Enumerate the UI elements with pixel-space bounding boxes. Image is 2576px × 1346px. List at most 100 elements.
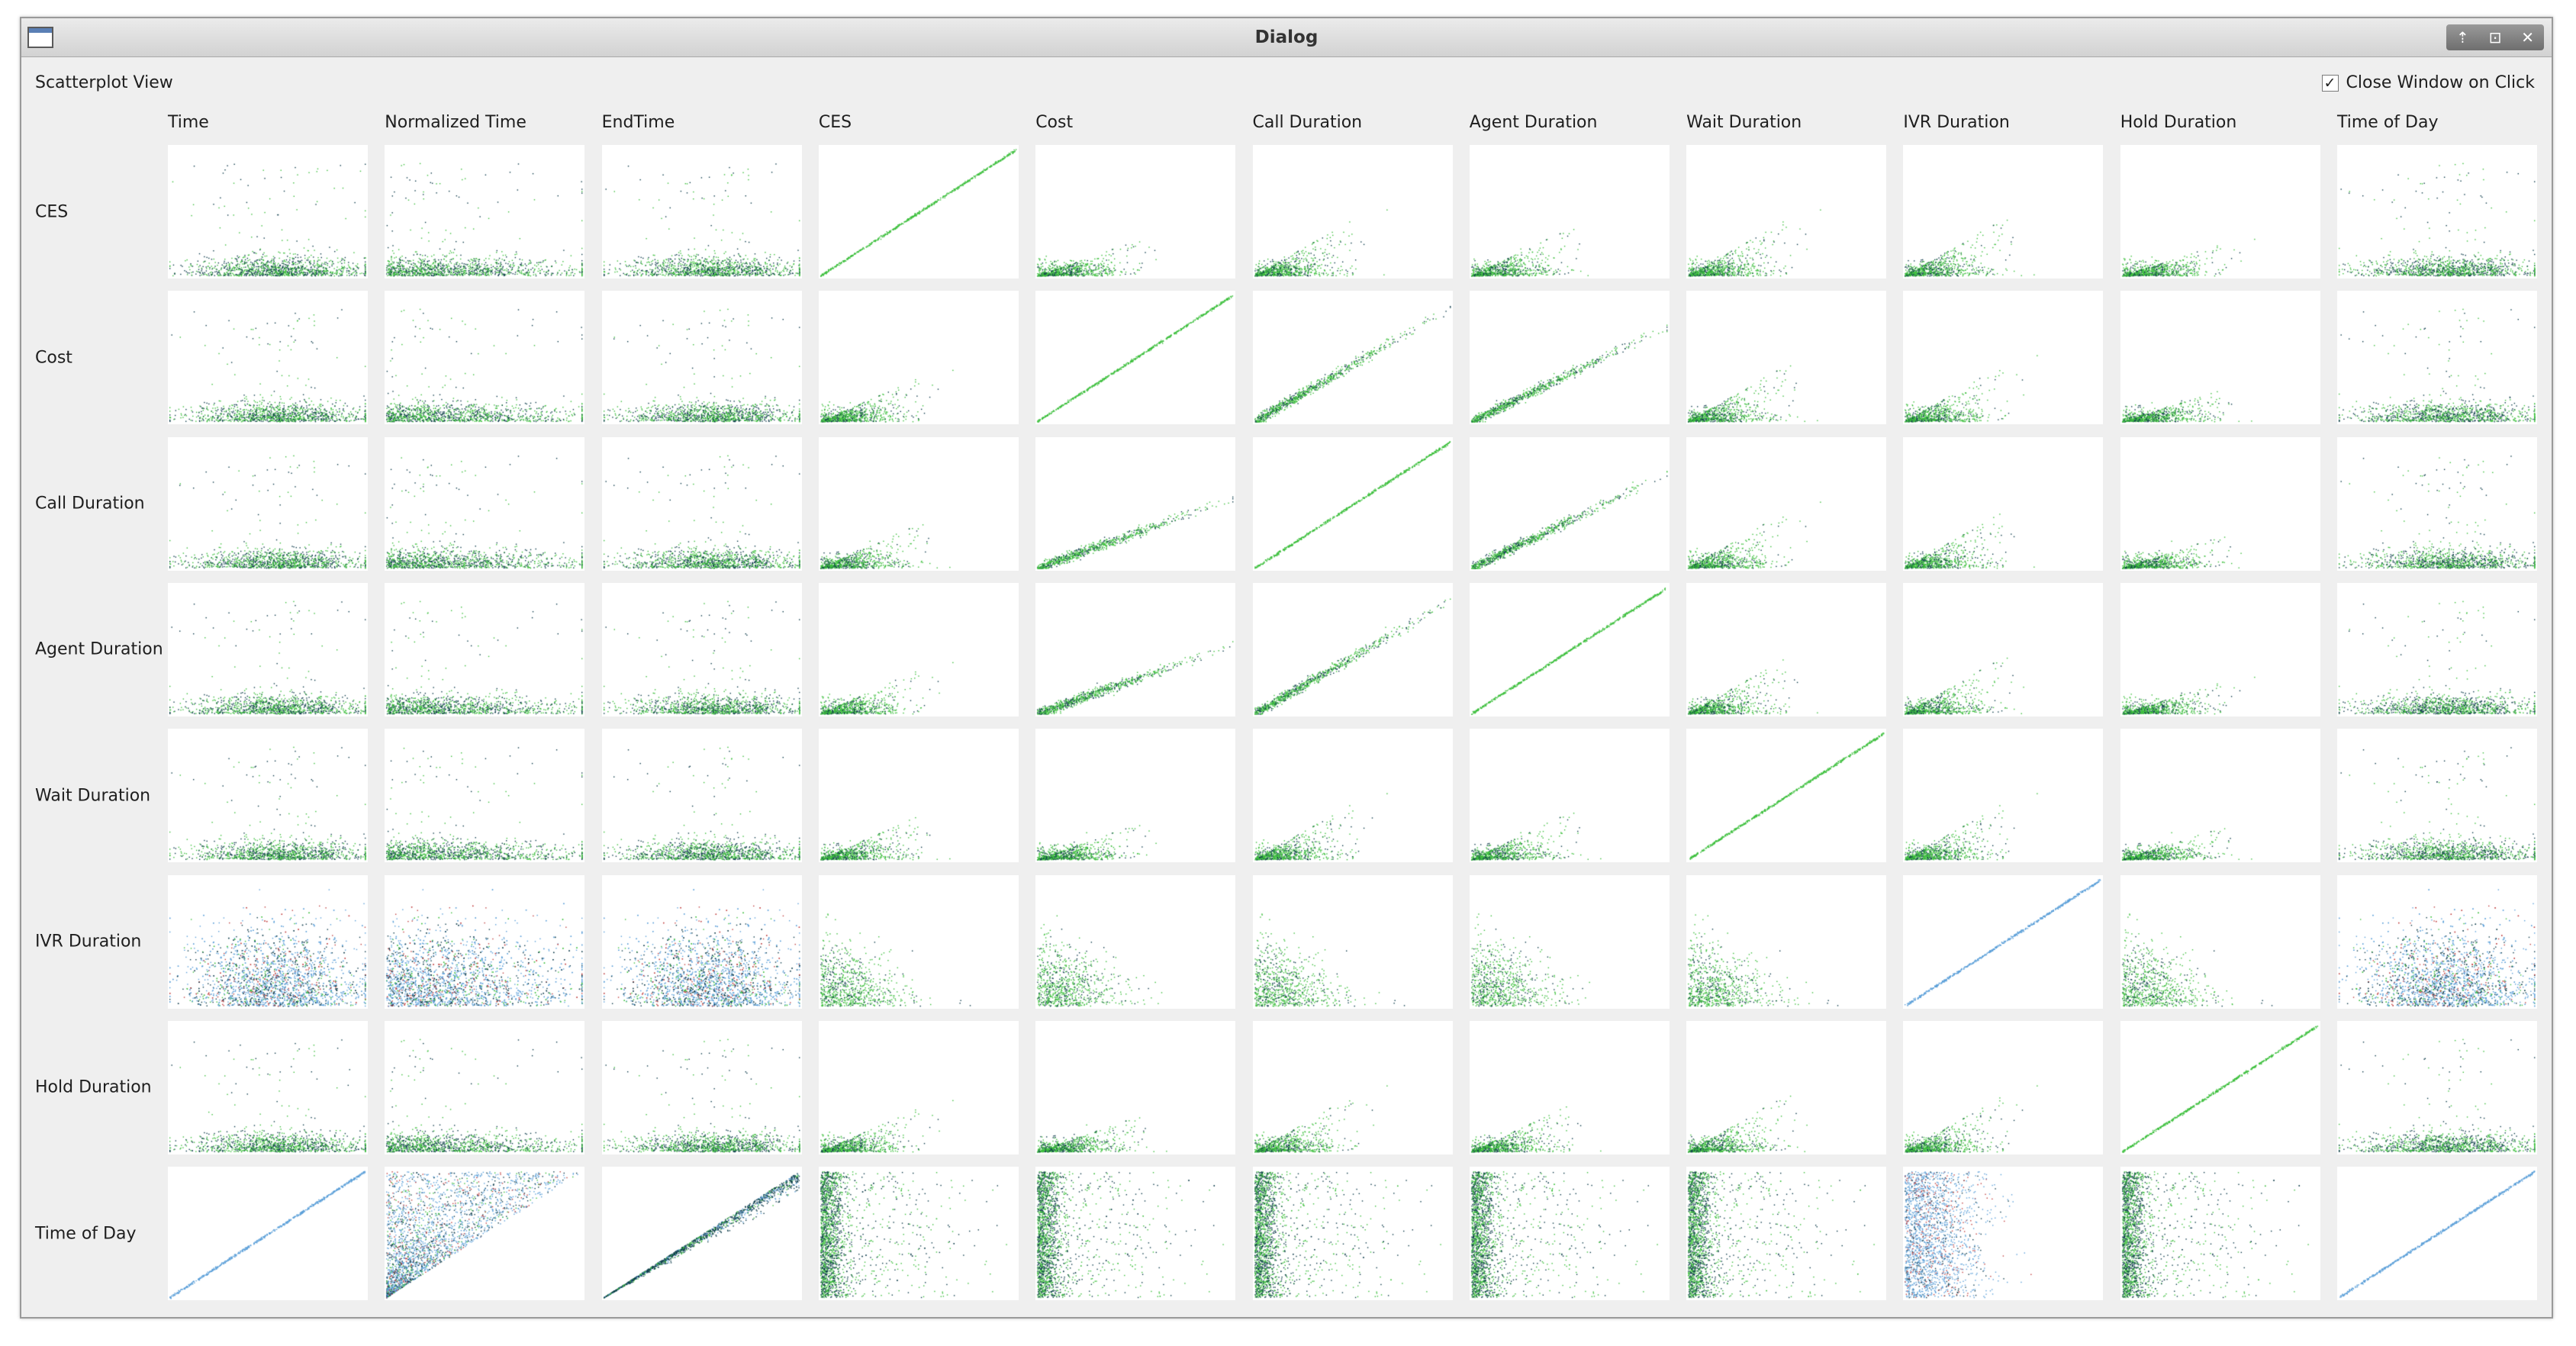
scatter-cell-time-of-day-vs-hold-duration[interactable] — [2120, 1167, 2320, 1301]
scatter-cell-agent-duration-vs-ces[interactable] — [818, 582, 1019, 716]
scatter-cell-agent-duration-vs-cost[interactable] — [1035, 582, 1236, 716]
scatter-cell-cost-vs-call-duration[interactable] — [1252, 291, 1453, 425]
scatter-cell-time-of-day-vs-wait-duration[interactable] — [1686, 1167, 1887, 1301]
scatter-cell-time-of-day-vs-call-duration[interactable] — [1252, 1167, 1453, 1301]
row-header-ces: CES — [35, 202, 69, 221]
scatter-cell-time-of-day-vs-endtime[interactable] — [601, 1167, 802, 1301]
maximize-icon[interactable]: ⊡ — [2488, 28, 2502, 47]
scatter-cell-hold-duration-vs-endtime[interactable] — [601, 1020, 802, 1154]
scatter-cell-cost-vs-ces[interactable] — [818, 291, 1019, 425]
scatter-cell-call-duration-vs-call-duration[interactable] — [1252, 436, 1453, 571]
scatter-cell-hold-duration-vs-hold-duration[interactable] — [2120, 1020, 2320, 1154]
scatter-cell-wait-duration-vs-normalized-time[interactable] — [385, 729, 585, 863]
scatter-cell-ces-vs-normalized-time[interactable] — [385, 145, 585, 279]
scatter-cell-ivr-duration-vs-ivr-duration[interactable] — [1903, 874, 2104, 1009]
scatter-cell-call-duration-vs-ivr-duration[interactable] — [1903, 436, 2104, 571]
scatter-cell-ces-vs-agent-duration[interactable] — [1469, 145, 1670, 279]
close-window-checkbox[interactable]: ✓ — [2321, 74, 2339, 92]
scatter-cell-time-of-day-vs-time-of-day[interactable] — [2337, 1167, 2537, 1301]
scatter-points — [1686, 1020, 1887, 1154]
scatter-cell-hold-duration-vs-time[interactable] — [168, 1020, 368, 1154]
scatter-cell-ivr-duration-vs-normalized-time[interactable] — [385, 874, 585, 1009]
scatter-cell-time-of-day-vs-normalized-time[interactable] — [385, 1167, 585, 1301]
scatter-cell-agent-duration-vs-agent-duration[interactable] — [1469, 582, 1670, 716]
scatter-cell-wait-duration-vs-ces[interactable] — [818, 729, 1019, 863]
scatter-cell-ivr-duration-vs-hold-duration[interactable] — [2120, 874, 2320, 1009]
scatter-cell-hold-duration-vs-cost[interactable] — [1035, 1020, 1236, 1154]
scatter-cell-ces-vs-endtime[interactable] — [601, 145, 802, 279]
scatter-cell-time-of-day-vs-ivr-duration[interactable] — [1903, 1167, 2104, 1301]
scatter-cell-wait-duration-vs-hold-duration[interactable] — [2120, 729, 2320, 863]
scatter-cell-call-duration-vs-endtime[interactable] — [601, 436, 802, 571]
scatter-points — [1686, 1167, 1887, 1301]
scatter-cell-agent-duration-vs-time-of-day[interactable] — [2337, 582, 2537, 716]
scatter-cell-call-duration-vs-agent-duration[interactable] — [1469, 436, 1670, 571]
scatter-cell-cost-vs-time[interactable] — [168, 291, 368, 425]
scatter-cell-call-duration-vs-time[interactable] — [168, 436, 368, 571]
scatter-cell-ivr-duration-vs-cost[interactable] — [1035, 874, 1236, 1009]
scatter-cell-ivr-duration-vs-ces[interactable] — [818, 874, 1019, 1009]
scatter-cell-wait-duration-vs-cost[interactable] — [1035, 729, 1236, 863]
scatter-cell-hold-duration-vs-normalized-time[interactable] — [385, 1020, 585, 1154]
scatter-cell-ces-vs-wait-duration[interactable] — [1686, 145, 1887, 279]
scatter-cell-ivr-duration-vs-endtime[interactable] — [601, 874, 802, 1009]
scatter-cell-cost-vs-agent-duration[interactable] — [1469, 291, 1670, 425]
scatter-cell-ivr-duration-vs-agent-duration[interactable] — [1469, 874, 1670, 1009]
scatter-cell-wait-duration-vs-ivr-duration[interactable] — [1903, 729, 2104, 863]
scatter-cell-ces-vs-call-duration[interactable] — [1252, 145, 1453, 279]
scatter-cell-agent-duration-vs-ivr-duration[interactable] — [1903, 582, 2104, 716]
scatter-cell-ivr-duration-vs-call-duration[interactable] — [1252, 874, 1453, 1009]
scatter-cell-call-duration-vs-ces[interactable] — [818, 436, 1019, 571]
scatter-cell-ivr-duration-vs-time-of-day[interactable] — [2337, 874, 2537, 1009]
scatter-cell-hold-duration-vs-time-of-day[interactable] — [2337, 1020, 2537, 1154]
close-icon[interactable]: ✕ — [2521, 28, 2535, 47]
scatter-cell-wait-duration-vs-time-of-day[interactable] — [2337, 729, 2537, 863]
scatter-cell-wait-duration-vs-agent-duration[interactable] — [1469, 729, 1670, 863]
scatter-cell-hold-duration-vs-wait-duration[interactable] — [1686, 1020, 1887, 1154]
scatter-cell-wait-duration-vs-wait-duration[interactable] — [1686, 729, 1887, 863]
scatter-cell-time-of-day-vs-cost[interactable] — [1035, 1167, 1236, 1301]
scatter-cell-agent-duration-vs-endtime[interactable] — [601, 582, 802, 716]
row-header-hold-duration: Hold Duration — [35, 1077, 152, 1097]
scatter-cell-call-duration-vs-wait-duration[interactable] — [1686, 436, 1887, 571]
scatter-cell-cost-vs-ivr-duration[interactable] — [1903, 291, 2104, 425]
scatter-cell-cost-vs-normalized-time[interactable] — [385, 291, 585, 425]
scatter-points — [168, 436, 368, 571]
scatter-cell-time-of-day-vs-ces[interactable] — [818, 1167, 1019, 1301]
scatter-cell-ces-vs-ces[interactable] — [818, 145, 1019, 279]
scatter-cell-call-duration-vs-cost[interactable] — [1035, 436, 1236, 571]
scatter-cell-ivr-duration-vs-time[interactable] — [168, 874, 368, 1009]
scatter-cell-hold-duration-vs-call-duration[interactable] — [1252, 1020, 1453, 1154]
scatter-cell-wait-duration-vs-time[interactable] — [168, 729, 368, 863]
scatter-cell-agent-duration-vs-wait-duration[interactable] — [1686, 582, 1887, 716]
scatter-cell-cost-vs-cost[interactable] — [1035, 291, 1236, 425]
scatter-cell-ces-vs-time-of-day[interactable] — [2337, 145, 2537, 279]
scatter-cell-agent-duration-vs-time[interactable] — [168, 582, 368, 716]
close-window-on-click-option[interactable]: ✓ Close Window on Click — [2321, 73, 2535, 92]
scatter-cell-call-duration-vs-normalized-time[interactable] — [385, 436, 585, 571]
scatter-cell-agent-duration-vs-normalized-time[interactable] — [385, 582, 585, 716]
scatter-cell-hold-duration-vs-ces[interactable] — [818, 1020, 1019, 1154]
scatter-cell-cost-vs-endtime[interactable] — [601, 291, 802, 425]
scatter-cell-hold-duration-vs-agent-duration[interactable] — [1469, 1020, 1670, 1154]
scatter-cell-call-duration-vs-hold-duration[interactable] — [2120, 436, 2320, 571]
scatter-cell-agent-duration-vs-call-duration[interactable] — [1252, 582, 1453, 716]
scatter-cell-ces-vs-ivr-duration[interactable] — [1903, 145, 2104, 279]
minimize-icon[interactable]: ⇡ — [2455, 28, 2469, 47]
scatter-cell-ces-vs-hold-duration[interactable] — [2120, 145, 2320, 279]
scatter-points — [1469, 145, 1670, 279]
scatter-cell-time-of-day-vs-time[interactable] — [168, 1167, 368, 1301]
title-bar[interactable]: Dialog ⇡ ⊡ ✕ — [21, 18, 2552, 57]
scatter-cell-agent-duration-vs-hold-duration[interactable] — [2120, 582, 2320, 716]
scatter-cell-call-duration-vs-time-of-day[interactable] — [2337, 436, 2537, 571]
scatter-cell-ces-vs-time[interactable] — [168, 145, 368, 279]
scatter-cell-wait-duration-vs-call-duration[interactable] — [1252, 729, 1453, 863]
scatter-cell-cost-vs-time-of-day[interactable] — [2337, 291, 2537, 425]
scatter-cell-time-of-day-vs-agent-duration[interactable] — [1469, 1167, 1670, 1301]
scatter-cell-ces-vs-cost[interactable] — [1035, 145, 1236, 279]
scatter-cell-cost-vs-hold-duration[interactable] — [2120, 291, 2320, 425]
scatter-cell-wait-duration-vs-endtime[interactable] — [601, 729, 802, 863]
scatter-cell-hold-duration-vs-ivr-duration[interactable] — [1903, 1020, 2104, 1154]
scatter-cell-cost-vs-wait-duration[interactable] — [1686, 291, 1887, 425]
scatter-cell-ivr-duration-vs-wait-duration[interactable] — [1686, 874, 1887, 1009]
